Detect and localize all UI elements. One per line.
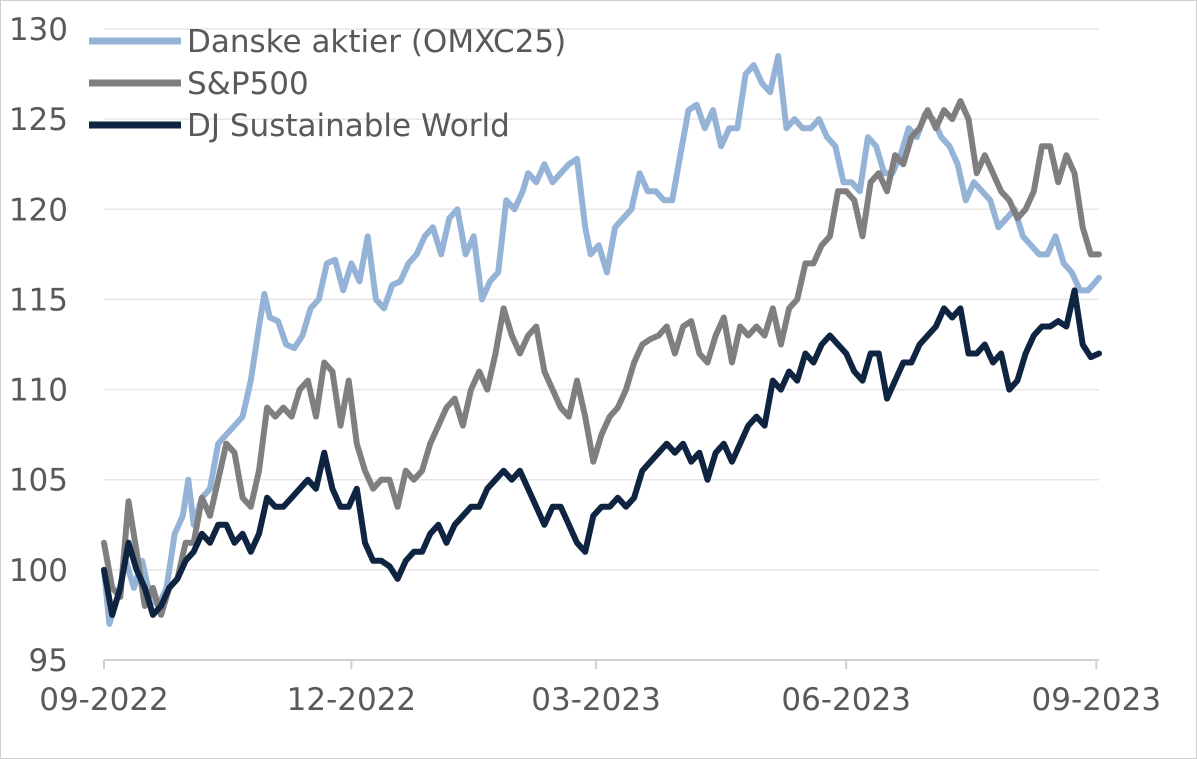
legend-label: S&P500 bbox=[187, 66, 309, 102]
x-tick-label: 09-2023 bbox=[1032, 682, 1162, 718]
y-axis-tick-labels: 95 100 105 110 115 120 125 130 bbox=[9, 12, 68, 679]
y-tick-label: 100 bbox=[9, 553, 68, 589]
y-tick-label: 95 bbox=[29, 643, 68, 679]
x-tick-label: 12-2022 bbox=[287, 682, 417, 718]
series-line-3 bbox=[101, 287, 1102, 618]
x-axis-tick-labels: 09-2022 12-2022 03-2023 06-2023 09-2023 bbox=[39, 682, 1161, 718]
legend-label: Danske aktier (OMXC25) bbox=[187, 24, 566, 60]
legend: Danske aktier (OMXC25) S&P500 DJ Sustainab… bbox=[89, 24, 566, 144]
series-lines bbox=[101, 53, 1102, 627]
x-tick-label: 06-2023 bbox=[781, 682, 911, 718]
y-tick-label: 110 bbox=[9, 373, 68, 409]
x-tick-label: 03-2023 bbox=[531, 682, 661, 718]
series-line-2 bbox=[101, 98, 1102, 618]
x-tick-label: 09-2022 bbox=[39, 682, 169, 718]
y-tick-label: 115 bbox=[9, 282, 68, 318]
legend-label: DJ Sustainable World bbox=[187, 108, 510, 144]
x-axis bbox=[103, 659, 1099, 669]
y-tick-label: 130 bbox=[9, 12, 68, 48]
y-tick-label: 125 bbox=[9, 102, 68, 138]
gridlines bbox=[104, 28, 1099, 571]
y-tick-label: 120 bbox=[9, 192, 68, 228]
y-tick-label: 105 bbox=[9, 463, 68, 499]
